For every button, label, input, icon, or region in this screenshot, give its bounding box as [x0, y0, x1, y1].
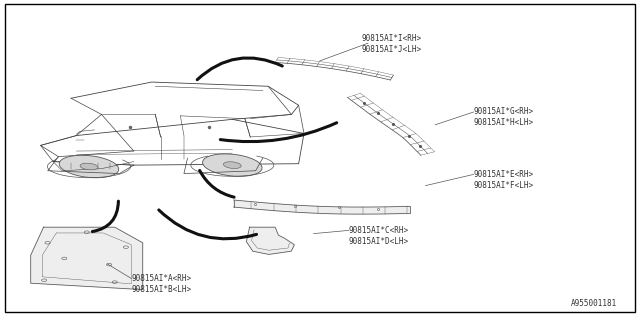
Ellipse shape — [223, 162, 241, 169]
Text: 90815AI*E<RH>
90815AI*F<LH>: 90815AI*E<RH> 90815AI*F<LH> — [474, 170, 534, 190]
Ellipse shape — [60, 155, 118, 178]
Polygon shape — [246, 227, 294, 254]
Polygon shape — [31, 227, 143, 290]
Text: A955001181: A955001181 — [572, 299, 618, 308]
Ellipse shape — [203, 154, 262, 176]
Text: 90815AI*A<RH>
90815AI*B<LH>: 90815AI*A<RH> 90815AI*B<LH> — [131, 274, 191, 294]
Text: 90815AI*C<RH>
90815AI*D<LH>: 90815AI*C<RH> 90815AI*D<LH> — [349, 226, 409, 246]
Ellipse shape — [80, 163, 98, 170]
Text: 90815AI*I<RH>
90815AI*J<LH>: 90815AI*I<RH> 90815AI*J<LH> — [362, 34, 422, 54]
Text: 90815AI*G<RH>
90815AI*H<LH>: 90815AI*G<RH> 90815AI*H<LH> — [474, 107, 534, 127]
Polygon shape — [234, 200, 410, 214]
